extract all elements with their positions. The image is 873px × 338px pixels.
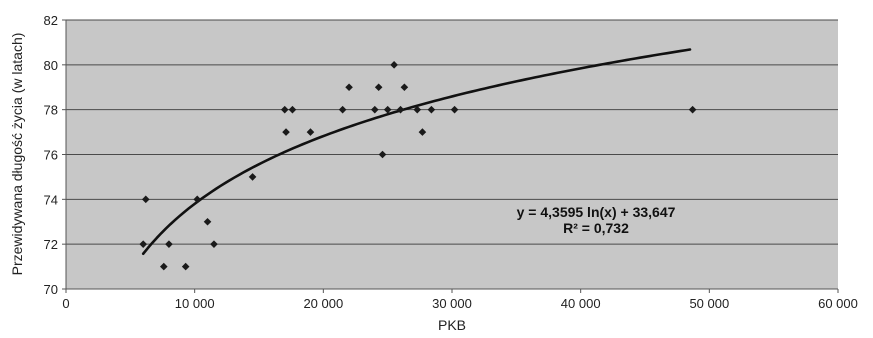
- data-point: [400, 83, 409, 92]
- y-tick-label: 76: [44, 148, 58, 163]
- data-point: [282, 128, 290, 136]
- data-point: [378, 150, 387, 159]
- r-squared-label: R² = 0,732: [563, 220, 629, 236]
- x-axis-label: PKB: [438, 317, 466, 333]
- x-tick-label: 0: [62, 296, 69, 311]
- data-point: [390, 61, 398, 69]
- data-point: [306, 128, 315, 136]
- data-point: [413, 105, 422, 114]
- y-axis-label: Przewidywana długość życia (w latach): [9, 33, 25, 276]
- data-point: [165, 240, 173, 248]
- data-point: [427, 105, 436, 114]
- trendline-equation: y = 4,3595 ln(x) + 33,647: [517, 204, 676, 220]
- data-points: [139, 61, 697, 271]
- data-point: [418, 128, 427, 136]
- trendline: [141, 48, 692, 256]
- x-tick-label: 30 000: [432, 296, 472, 311]
- data-point: [203, 217, 212, 226]
- x-axis-ticks: 0 10 000 20 000 30 000 40 000 50 000 60 000: [62, 289, 858, 311]
- x-tick-label: 20 000: [303, 296, 343, 311]
- x-tick-label: 60 000: [818, 296, 858, 311]
- data-point: [383, 105, 392, 114]
- data-point: [139, 240, 147, 248]
- y-tick-label: 82: [44, 13, 58, 28]
- data-point: [396, 105, 405, 114]
- data-point: [345, 83, 353, 92]
- data-point: [193, 195, 202, 204]
- data-point: [371, 105, 379, 114]
- trendline-group: [141, 48, 692, 256]
- data-point: [280, 105, 289, 114]
- y-tick-label: 72: [44, 237, 58, 252]
- data-point: [141, 195, 150, 204]
- data-point: [338, 105, 347, 114]
- data-point: [159, 262, 168, 271]
- y-axis-ticks: 70 72 74 76 78 80 82: [44, 13, 66, 297]
- y-tick-label: 74: [44, 192, 58, 207]
- data-point: [374, 83, 383, 92]
- data-point: [450, 105, 459, 114]
- data-point: [181, 262, 190, 271]
- y-tick-label: 78: [44, 103, 58, 118]
- x-tick-label: 10 000: [175, 296, 215, 311]
- x-tick-label: 40 000: [561, 296, 601, 311]
- y-tick-label: 80: [44, 58, 58, 73]
- data-point: [688, 105, 697, 114]
- y-tick-label: 70: [44, 282, 58, 297]
- x-tick-label: 50 000: [689, 296, 729, 311]
- data-point: [248, 173, 257, 181]
- data-point: [288, 105, 297, 114]
- data-point: [210, 240, 218, 248]
